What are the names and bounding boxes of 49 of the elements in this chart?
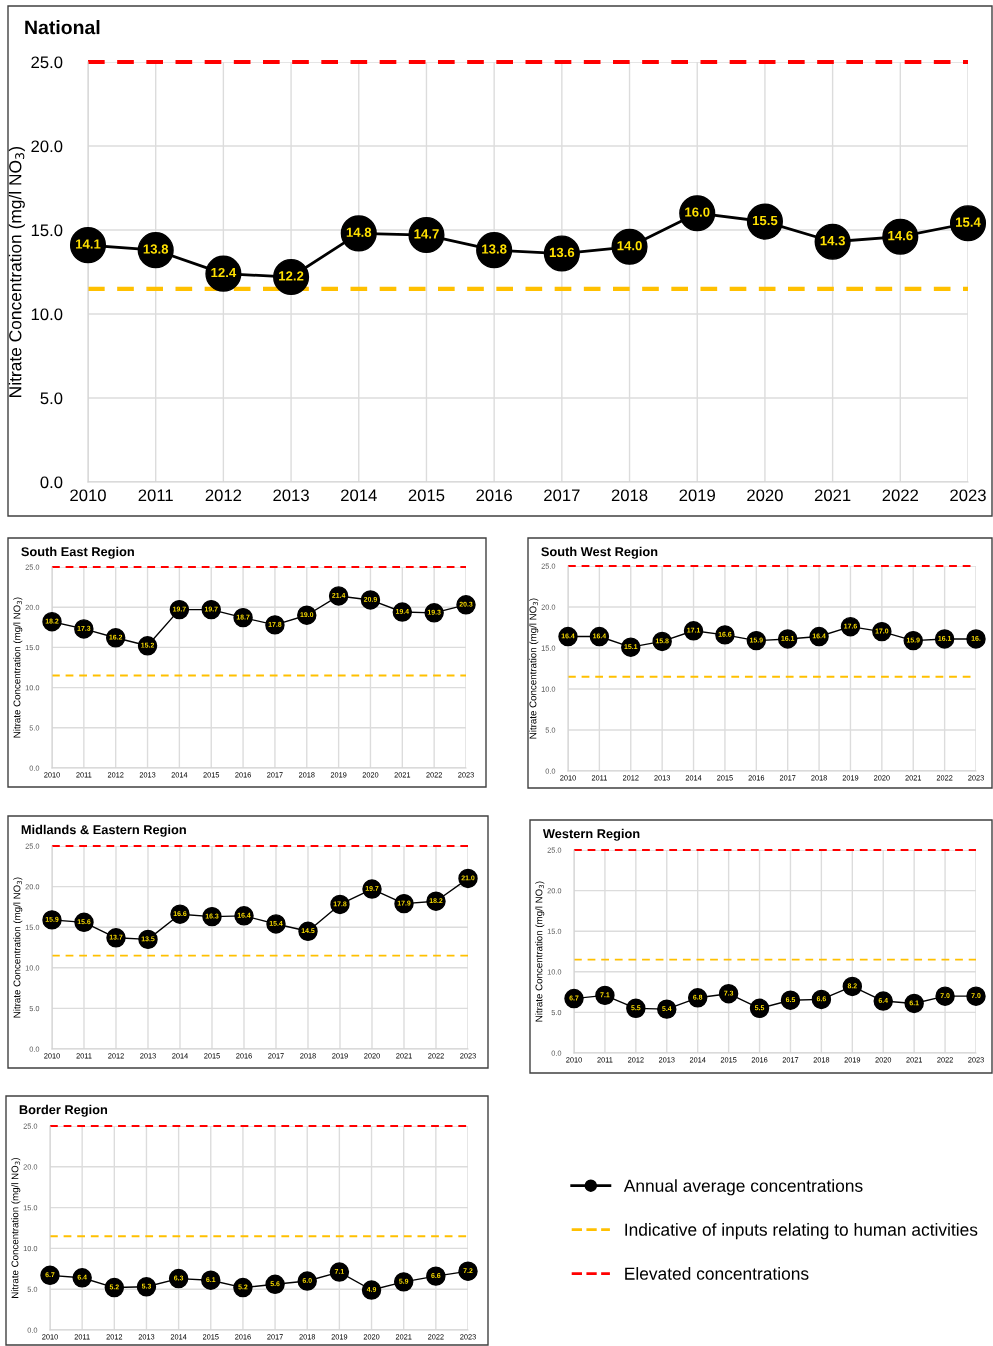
data-label: 14.6 (888, 230, 913, 241)
data-label: 14.3 (820, 235, 845, 246)
data-label: 15.4 (955, 217, 981, 227)
chart-title: South East Region (21, 546, 134, 559)
data-label: 15.5 (752, 215, 778, 226)
y-tick-label: 25.0 (31, 56, 63, 69)
data-label: 16.0 (685, 207, 710, 217)
chart-title: Western Region (542, 828, 640, 841)
y-axis-title: Nitrate Concentration (mg/l NO$_{3}$) (13, 597, 23, 738)
chart-title: National (25, 20, 100, 35)
y-tick-label: 20.0 (31, 140, 63, 153)
y-tick-label: 0.0 (40, 476, 63, 489)
data-label: 14.7 (414, 229, 439, 239)
legend-label: Indicative of inputs relating to human activities (625, 1223, 978, 1240)
y-tick-label: 10.0 (31, 308, 63, 321)
data-label: 13.6 (549, 247, 575, 258)
y-tick-label: 15.0 (31, 224, 63, 237)
data-label: 14.0 (617, 241, 642, 251)
chart-title: South West Region (541, 546, 658, 559)
x-tick-label: 2023 (950, 489, 986, 502)
x-tick-label: 2014 (341, 489, 377, 502)
data-label: 14.8 (346, 227, 372, 237)
y-axis-title: Nitrate Concentration (mg/l NO$_{3}$) (535, 881, 545, 1022)
legend-label: Elevated concentrations (625, 1267, 809, 1280)
x-tick-label: 2019 (679, 489, 715, 502)
data-label: 12.4 (211, 267, 237, 278)
x-tick-label: 2020 (747, 489, 783, 502)
data-label: 12.2 (279, 271, 304, 281)
x-tick-label: 2013 (273, 489, 309, 502)
x-tick-label: 2015 (408, 489, 445, 502)
y-axis-title: Nitrate Concentration (mg/l NO$_{3}$) (13, 877, 23, 1018)
y-axis-title: Nitrate Concentration (mg/l NO$_{3}$) (529, 598, 539, 739)
data-label: 13.8 (143, 244, 169, 254)
data-label: 13.8 (482, 244, 507, 254)
x-tick-label: 2011 (138, 489, 173, 502)
chart-title: Border Region (19, 1104, 108, 1117)
y-axis-title: Nitrate Concentration (mg/l NO$_{3}$) (11, 1157, 21, 1298)
x-tick-label: 2016 (476, 489, 512, 502)
x-tick-label: 2021 (814, 489, 851, 502)
x-tick-label: 2018 (611, 489, 648, 502)
x-tick-label: 2010 (70, 489, 106, 502)
data-label: 14.1 (75, 239, 101, 249)
x-tick-label: 2017 (544, 489, 580, 502)
x-tick-label: 2012 (205, 489, 242, 502)
legend-label: Annual average concentrations (623, 1179, 863, 1196)
y-tick-label: 5.0 (40, 392, 63, 405)
chart-title: Midlands & Eastern Region (21, 824, 186, 837)
y-axis-title: Nitrate Concentration (mg/l NO$_{3}$) (8, 146, 25, 397)
x-tick-label: 2022 (882, 489, 919, 502)
